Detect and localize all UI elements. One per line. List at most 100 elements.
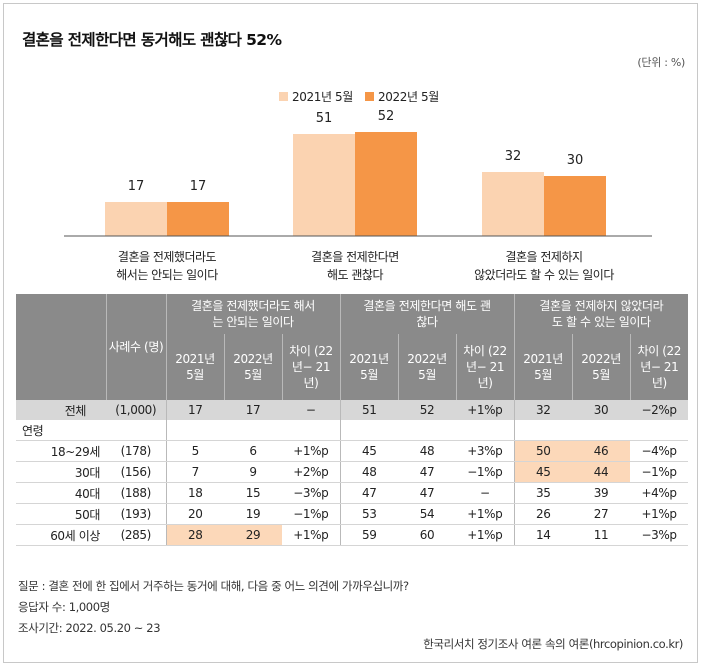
table-cell: 26 (513, 503, 573, 525)
group-row: 연령 (16, 420, 689, 441)
bar-2-1 (544, 176, 606, 236)
table-cell: 53 (339, 503, 399, 525)
table-cell: +3%p (456, 440, 515, 462)
header-group-1: 결혼을 전제한다면 해도 괜찮다 (339, 294, 515, 334)
row-n: (156) (106, 461, 166, 483)
table-cell: 50 (513, 440, 573, 462)
header-group-0: 결혼을 전제했더라도 해서는 안되는 일이다 (165, 294, 341, 334)
total-n: (1,000) (106, 400, 166, 420)
group-empty-cell (282, 420, 341, 441)
table-cell: −1%p (282, 503, 341, 525)
table-cell: −3%p (630, 524, 689, 546)
table-row: 18~29세 (178) 5 6 +1%p 45 48 +3%p 50 46 −4%p (16, 440, 689, 462)
subheader-2-0: 2021년 5월 (513, 334, 573, 400)
category-label-1-0: 결혼을 전제한다면 (311, 250, 399, 264)
table-cell: 15 (224, 482, 282, 504)
table-row: 30대 (156) 7 9 +2%p 48 47 −1%p 45 44 −1%p (16, 461, 689, 483)
figure-frame: 결혼을 전제한다면 동거해도 괜찮다 52% (단위 : %) 2021년 5월… (3, 3, 698, 663)
group-empty-cell (513, 420, 573, 441)
table-cell: −1%p (630, 461, 689, 483)
table-cell: +1%p (630, 503, 689, 525)
table-cell: 47 (339, 482, 399, 504)
table-cell: 48 (398, 440, 457, 462)
row-n: (178) (106, 440, 166, 462)
legend-label-1: 2022년 5월 (378, 90, 439, 104)
table-cell: +2%p (282, 461, 341, 483)
table-cell: 54 (398, 503, 457, 525)
table-row: 50대 (193) 20 19 −1%p 53 54 +1%p 26 27 +1%p (16, 503, 689, 525)
row-n: (285) (106, 524, 166, 546)
bar-1-0 (293, 134, 355, 236)
table-cell: 5 (165, 440, 224, 462)
survey-period: 조사기간: 2022. 05.20 ~ 23 (18, 621, 161, 635)
total-cell: +1%p (456, 400, 515, 420)
group-empty-cell (630, 420, 689, 441)
category-label-0-1: 해서는 안되는 일이다 (116, 268, 218, 282)
group-empty-cell (224, 420, 282, 441)
legend-swatch-1 (365, 92, 374, 101)
group-empty-cell (398, 420, 457, 441)
total-cell: − (282, 400, 341, 420)
table-cell: −1%p (456, 461, 515, 483)
data-label-1-1: 52 (378, 109, 395, 124)
total-cell: 17 (224, 400, 282, 420)
unit-label: (단위 : %) (637, 56, 685, 69)
bar-1-1 (355, 132, 417, 236)
category-label-2-0: 결혼을 전제하지 (505, 250, 582, 264)
survey-question: 질문 : 결혼 전에 한 집에서 거주하는 동거에 대해, 다음 중 어느 의견… (18, 579, 409, 593)
total-cell: 51 (339, 400, 399, 420)
legend-label-0: 2021년 5월 (292, 90, 353, 104)
total-cell: 52 (398, 400, 457, 420)
notes: 질문 : 결혼 전에 한 집에서 거주하는 동거에 대해, 다음 중 어느 의견… (18, 576, 409, 639)
group-label: 연령 (16, 420, 166, 441)
subheader-0-2: 차이 (22년− 21년) (281, 334, 341, 400)
group-empty-cell (339, 420, 399, 441)
table-cell: 48 (339, 461, 399, 483)
header-blank (16, 294, 106, 400)
row-label: 40대 (16, 482, 106, 504)
total-cell: −2%p (630, 400, 689, 420)
table-cell: 20 (165, 503, 224, 525)
subheader-1-2: 차이 (22년− 21년) (455, 334, 515, 400)
data-label-0-1: 17 (190, 179, 207, 194)
row-label: 60세 이상 (16, 524, 106, 546)
total-cell: 32 (513, 400, 573, 420)
row-n: (193) (106, 503, 166, 525)
table-header-row: 사례수 (명) 결혼을 전제했더라도 해서는 안되는 일이다 결혼을 전제한다면 해… (16, 294, 689, 400)
table-cell: 19 (224, 503, 282, 525)
table-cell: +4%p (630, 482, 689, 504)
table-cell: 6 (224, 440, 282, 462)
legend-swatch-0 (279, 92, 288, 101)
table-cell: +1%p (456, 503, 515, 525)
total-cell: 30 (572, 400, 631, 420)
table-cell: 18 (165, 482, 224, 504)
table-cell: 47 (398, 482, 457, 504)
subheader-2-2: 차이 (22년− 21년) (629, 334, 689, 400)
subheader-0-0: 2021년 5월 (165, 334, 224, 400)
table-cell: 14 (513, 524, 573, 546)
subheader-1-1: 2022년 5월 (397, 334, 457, 400)
respondent-count: 응답자 수: 1,000명 (18, 600, 110, 614)
total-label: 전체 (16, 400, 106, 420)
category-label-1-1: 해도 괜찮다 (327, 268, 383, 282)
table-row: 60세 이상 (285) 28 29 +1%p 59 60 +1%p 14 11 −3%p (16, 524, 689, 546)
table-cell: −4%p (630, 440, 689, 462)
subheader-0-1: 2022년 5월 (223, 334, 282, 400)
table-cell: 7 (165, 461, 224, 483)
group-empty-cell (456, 420, 515, 441)
bar-2-0 (482, 172, 544, 236)
table-cell: 9 (224, 461, 282, 483)
bar-0-0 (105, 202, 167, 236)
category-label-0-0: 결혼을 전제했더라도 (118, 250, 217, 264)
table-cell: 59 (339, 524, 399, 546)
table-row: 40대 (188) 18 15 −3%p 47 47−35 39 +4%p (16, 482, 689, 504)
category-label-2-1: 않았더라도 할 수 있는 일이다 (474, 268, 614, 282)
group-empty-cell (572, 420, 631, 441)
table-cell: 45 (513, 461, 573, 483)
table-cell: 29 (224, 524, 282, 546)
group-empty-cell (165, 420, 224, 441)
header-group-2: 결혼을 전제하지 않았더라도 할 수 있는 일이다 (513, 294, 689, 334)
table-cell: 44 (572, 461, 631, 483)
source-credit: 한국리서치 정기조사 여론 속의 여론(hrcopinion.co.kr) (423, 637, 683, 651)
table-cell: 39 (572, 482, 631, 504)
